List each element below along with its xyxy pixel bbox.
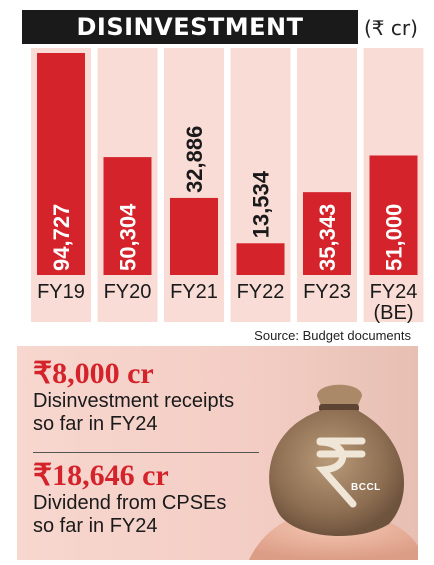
fact-value: ₹18,646 cr (33, 459, 169, 492)
photo-credit: BCCL (351, 482, 381, 493)
bar (37, 53, 85, 275)
chart-title: DISINVESTMENT REVENUE (22, 10, 358, 75)
fact-dividend-cpse: ₹18,646 cr Dividend from CPSEs so far in… (33, 460, 226, 538)
fact-desc-line1: Dividend from CPSEs (33, 492, 227, 514)
fact-disinvestment-receipts: ₹8,000 cr Disinvestment receipts so far … (33, 358, 234, 436)
bar-chart: 94,727 50,304 32,886 13,534 35,343 51,000 FY1… (31, 48, 424, 324)
bar-column-bg (230, 48, 291, 322)
bar (369, 155, 418, 275)
category-label: (BE) (374, 302, 414, 324)
category-label: FY24 (370, 281, 418, 303)
unit-label: (₹ cr) (364, 16, 418, 40)
bar (236, 243, 285, 275)
fact-desc-line2: so far in FY24 (33, 515, 158, 537)
facts-panel: ₹8,000 cr Disinvestment receipts so far … (17, 346, 418, 560)
bar-value-label: 13,534 (249, 170, 274, 238)
money-sack-illustration (249, 384, 418, 560)
fact-value: ₹8,000 cr (33, 357, 154, 390)
category-label: FY23 (303, 281, 351, 303)
bar-column-bg (297, 48, 357, 322)
bar-value-label: 50,304 (116, 203, 141, 271)
divider (33, 452, 259, 453)
fact-desc-line1: Disinvestment receipts (33, 390, 235, 412)
bar-value-label: 51,000 (382, 204, 407, 271)
bar (170, 197, 218, 275)
bar (303, 192, 351, 275)
category-label: FY19 (37, 281, 85, 303)
category-label: FY21 (170, 281, 218, 303)
bar-column-bg (164, 48, 224, 322)
category-label: FY22 (237, 281, 285, 303)
fact-desc-line2: so far in FY24 (33, 413, 158, 435)
category-label: FY20 (104, 281, 152, 303)
bar-value-label: 94,727 (49, 204, 74, 271)
bar (103, 157, 152, 275)
bar-value-label: 35,343 (315, 204, 340, 271)
bar-value-label: 32,886 (182, 126, 207, 193)
source-note: Source: Budget documents (254, 328, 411, 343)
